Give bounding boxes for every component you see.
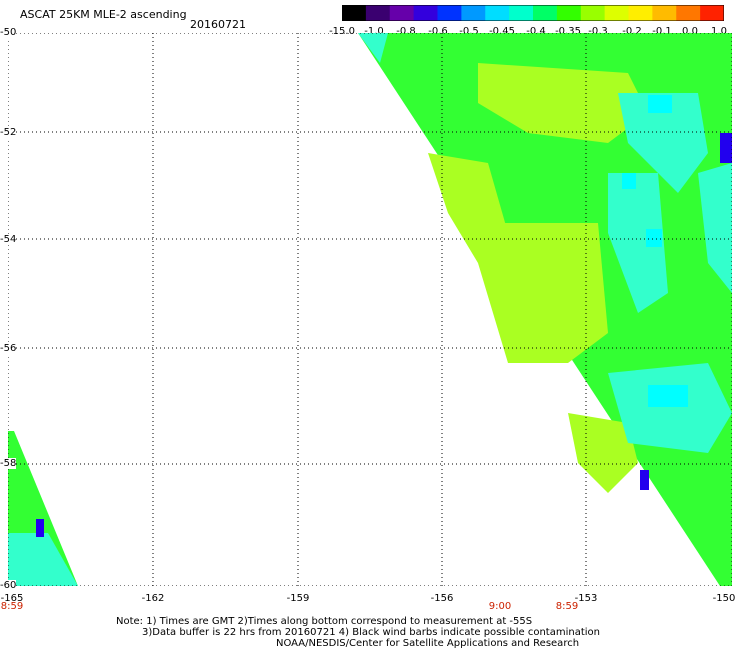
time-label: 9:00 xyxy=(488,601,512,612)
colorbar-label: -0.5 xyxy=(459,26,479,37)
colorbar-label: -1.0 xyxy=(364,26,384,37)
colorbar-label: -0.2 xyxy=(622,26,642,37)
lime-region-c xyxy=(428,153,508,263)
colorbar-label: 1.0 xyxy=(711,26,727,37)
colorbar-label: -0.35 xyxy=(555,26,581,37)
aqua-region-c xyxy=(608,363,732,453)
colorbar-label: -0.8 xyxy=(396,26,416,37)
lime-region-b xyxy=(478,63,648,143)
latitude-label: -60 xyxy=(0,580,17,591)
colorbar-segment xyxy=(556,5,582,21)
longitude-label: -165 xyxy=(0,593,24,604)
longitude-label: -159 xyxy=(286,593,310,604)
blue-patch xyxy=(720,133,732,163)
colorbar-segment xyxy=(413,5,439,21)
colorbar-label: -0.45 xyxy=(489,26,515,37)
colorbar-segment xyxy=(461,5,486,21)
graticule xyxy=(8,33,732,586)
colorbar-label: -0.3 xyxy=(588,26,608,37)
cyan-patch xyxy=(646,229,662,247)
colorbar xyxy=(342,5,724,21)
lime-region-a xyxy=(478,223,608,363)
product-title: ASCAT 25KM MLE-2 ascending xyxy=(20,8,187,21)
aqua-region-d xyxy=(698,163,732,293)
aqua-region-b xyxy=(608,173,668,313)
aqua-region-a xyxy=(618,93,708,193)
cyan-patch xyxy=(648,95,672,113)
colorbar-segment xyxy=(437,5,462,21)
cyan-patch xyxy=(648,385,688,407)
colorbar-label: -0.6 xyxy=(428,26,448,37)
latitude-label: -50 xyxy=(0,27,17,38)
colorbar-label: -0.4 xyxy=(526,26,546,37)
colorbar-segment xyxy=(509,5,534,21)
longitude-label: -150 xyxy=(712,593,736,604)
colorbar-segment xyxy=(652,5,677,21)
aqua-region-left xyxy=(8,533,78,586)
longitude-label: -153 xyxy=(574,593,598,604)
note-line-1: Note: 1) Times are GMT 2)Times along bot… xyxy=(116,616,533,627)
colorbar-segment xyxy=(389,5,415,21)
colorbar-label: -0.1 xyxy=(652,26,672,37)
colorbar-segment xyxy=(533,5,558,21)
latitude-label: -52 xyxy=(0,127,17,138)
colorbar-segment xyxy=(628,5,653,21)
colorbar-segment xyxy=(700,5,724,21)
longitude-label: -162 xyxy=(141,593,165,604)
note-line-2: 3)Data buffer is 22 hrs from 20160721 4)… xyxy=(142,627,600,638)
longitude-label: -156 xyxy=(430,593,454,604)
note-line-3: NOAA/NESDIS/Center for Satellite Applica… xyxy=(276,638,580,649)
data-swath xyxy=(8,33,732,586)
wind-map xyxy=(8,33,732,586)
latitude-label: -58 xyxy=(0,458,17,469)
colorbar-segment xyxy=(580,5,606,21)
blue-patch-left xyxy=(36,519,44,537)
colorbar-segment xyxy=(485,5,510,21)
colorbar-segment xyxy=(676,5,701,21)
latitude-label: -54 xyxy=(0,234,17,245)
time-label: 8:59 xyxy=(555,601,579,612)
colorbar-label: -15.0 xyxy=(329,26,355,37)
aqua-region-e xyxy=(358,33,388,63)
latitude-label: -56 xyxy=(0,343,17,354)
colorbar-segment xyxy=(604,5,630,21)
colorbar-label: 0.0 xyxy=(682,26,698,37)
blue-patch xyxy=(640,470,649,490)
colorbar-segment xyxy=(342,5,367,21)
cyan-patch xyxy=(622,173,636,189)
colorbar-segment xyxy=(365,5,391,21)
time-label: 8:59 xyxy=(0,601,24,612)
product-date: 20160721 xyxy=(190,18,246,31)
